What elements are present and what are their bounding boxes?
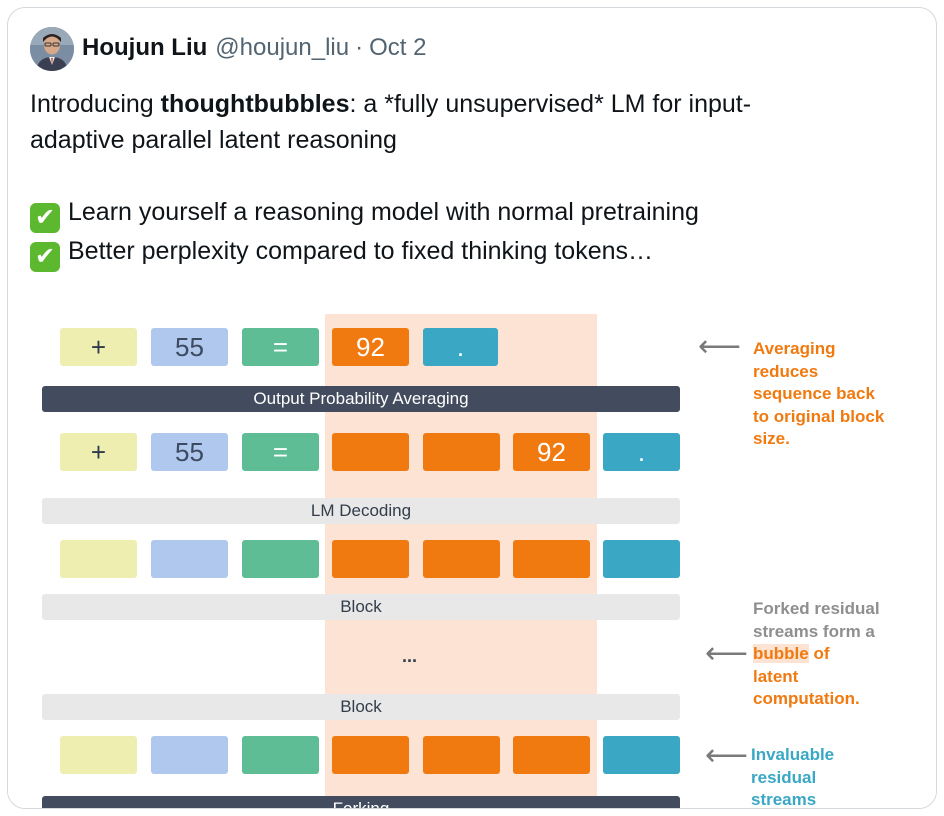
token-equals: = [242,328,319,366]
note-averaging-line: to original block [753,406,885,426]
note-residual: Invaluable residual streams [751,744,835,809]
bar-output-probability-averaging: Output Probability Averaging [42,386,680,412]
bullet-1: ✔ Learn yourself a reasoning model with n… [30,194,910,233]
note-averaging-line: size. [753,429,790,448]
note-bubble-line: computation. [753,689,860,708]
tweet-line-1: Introducing thoughtbubbles: a *fully uns… [30,86,910,122]
tweet-line-1-bold: thoughtbubbles [160,90,350,118]
note-bubble-line: bubble of [753,643,880,666]
token-block [151,736,228,774]
token-plus: + [60,433,137,471]
arrow-left-icon: ⟵ [705,637,749,670]
token-block [332,540,409,578]
bullet-1-text: Learn yourself a reasoning model with no… [68,198,699,226]
note-bubble-of: of [808,644,830,663]
bullet-2: ✔ Better perplexity compared to fixed thi… [30,233,910,272]
tweet-image[interactable]: + 55 = 92 . Output Probability Averaging… [8,308,936,809]
check-icon: ✔ [30,203,60,233]
tweet-line-1-prefix: Introducing [30,90,161,118]
display-name[interactable]: Houjun Liu [82,34,208,61]
note-averaging: Averaging reduces sequence back to origi… [753,338,884,451]
token-block [242,540,319,578]
note-averaging-line: sequence back [753,384,875,403]
token-55: 55 [151,328,228,366]
bubble-highlight: bubble [753,644,809,663]
arrow-left-icon: ⟵ [698,330,742,363]
ellipsis: ... [402,646,418,666]
note-residual-line: Invaluable [751,745,835,764]
token-92: 92 [513,433,590,471]
note-bubble-line: Forked residual [753,599,880,618]
bar-block-1: Block [42,594,680,620]
token-block [151,540,228,578]
token-55: 55 [151,433,228,471]
token-period: . [423,328,498,366]
arrow-left-icon: ⟵ [705,739,749,772]
note-bubble: Forked residual streams form a bubble of… [753,598,880,711]
token-forked [332,433,409,471]
bar-lm-decoding: LM Decoding [42,498,680,524]
token-block [423,540,500,578]
note-residual-line: residual [751,767,817,787]
token-block [513,540,590,578]
token-period: . [603,433,680,471]
tweet-text: Introducing thoughtbubbles: a *fully uns… [30,86,910,272]
header-separator: · [355,34,364,61]
token-equals: = [242,433,319,471]
note-averaging-line: reduces [753,361,819,381]
token-block [60,540,137,578]
avatar-photo-icon [30,27,74,71]
token-block [423,736,500,774]
note-averaging-line: Averaging [753,339,836,358]
token-block [60,736,137,774]
tweet-date[interactable]: Oct 2 [369,34,427,61]
token-block [513,736,590,774]
bullet-2-text: Better perplexity compared to fixed thin… [68,237,654,265]
note-bubble-line: streams form a [753,621,875,641]
note-bubble-line: latent [753,666,799,686]
user-handle[interactable]: @houjun_liu [215,34,350,61]
token-92: 92 [332,328,409,366]
avatar[interactable] [30,27,74,71]
bar-block-2: Block [42,694,680,720]
tweet-card[interactable]: Houjun Liu @houjun_liu · Oct 2 Introduci… [7,7,937,809]
token-block [603,540,680,578]
token-plus: + [60,328,137,366]
token-block [242,736,319,774]
token-block [603,736,680,774]
token-block [332,736,409,774]
note-residual-line: streams [751,790,817,809]
check-icon: ✔ [30,242,60,272]
bar-forking: Forking [42,796,680,808]
tweet-line-2: adaptive parallel latent reasoning [30,126,397,154]
token-forked [423,433,500,471]
tweet-header: Houjun Liu @houjun_liu · Oct 2 [82,34,426,64]
tweet-line-1-suffix: : a *fully unsupervised* LM for input- [349,90,752,118]
tweet-blank-line [30,158,910,194]
